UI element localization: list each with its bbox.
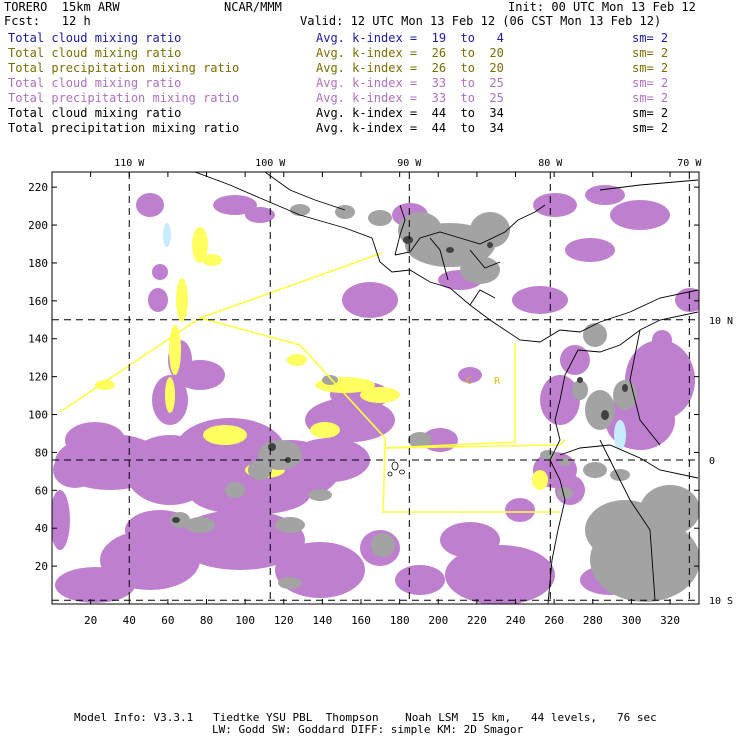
legend-kindex: Avg. k-index = 19 to 4 (316, 31, 504, 45)
x-tick-label: 40 (123, 614, 136, 627)
legend-kindex: Avg. k-index = 44 to 34 (316, 106, 504, 120)
longitude-label: 70 W (677, 158, 702, 169)
legend-kindex: Avg. k-index = 26 to 20 (316, 46, 504, 60)
y-tick-label: 20 (35, 560, 48, 573)
longitude-label: 80 W (538, 158, 563, 169)
x-tick-label: 160 (351, 614, 371, 627)
legend-sm: sm= 2 (632, 46, 669, 60)
legend-field: Total cloud mixing ratio (8, 46, 182, 60)
y-tick-label: 180 (28, 257, 48, 270)
x-tick-label: 180 (390, 614, 410, 627)
map-frame (51, 171, 700, 605)
model-info: Model Info: V3.3.1 Tiedtke YSU PBL Thomp… (74, 711, 657, 724)
legend-kindex: Avg. k-index = 33 to 25 (316, 76, 504, 90)
latitude-label: 0 (709, 456, 715, 467)
x-tick-label: 200 (428, 614, 448, 627)
y-tick-label: 120 (28, 371, 48, 384)
y-tick-label: 140 (28, 333, 48, 346)
y-tick-label: 80 (35, 446, 48, 459)
org-name: NCAR/MMM (224, 0, 282, 14)
forecast-hour: Fcst: 12 h (4, 14, 91, 28)
y-tick-label: 100 (28, 409, 48, 422)
coastlines (194, 172, 699, 604)
legend-sm: sm= 2 (632, 91, 669, 105)
legend-field: Total precipitation mixing ratio (8, 91, 240, 105)
legend-field: Total precipitation mixing ratio (8, 61, 240, 75)
legend-kindex: Avg. k-index = 44 to 34 (316, 121, 504, 135)
x-tick-label: 20 (84, 614, 97, 627)
x-axis-ticks: 20 40 60 80 100 120 140 160 180 200 220 240 260 280 30… (84, 172, 680, 627)
legend-sm: sm= 2 (632, 76, 669, 90)
gray-cloud-field (170, 204, 699, 602)
x-tick-label: 260 (544, 614, 564, 627)
latitude-label: 10 N (709, 316, 733, 327)
physics-info: LW: Godd SW: Goddard DIFF: simple KM: 2D… (212, 723, 524, 736)
y-tick-label: 200 (28, 219, 48, 232)
valid-time: Valid: 12 UTC Mon 13 Feb 12 (06 CST Mon … (300, 14, 662, 28)
latlon-grid (52, 172, 699, 604)
longitude-label: 110 W (114, 158, 145, 169)
cyan-cloud-patches (163, 223, 626, 450)
legend-sm: sm= 2 (632, 61, 669, 75)
y-tick-label: 220 (28, 181, 48, 194)
y-tick-label: 60 (35, 484, 48, 497)
legend-kindex: Avg. k-index = 26 to 20 (316, 61, 504, 75)
legend-sm: sm= 2 (632, 31, 669, 45)
x-tick-label: 220 (467, 614, 487, 627)
x-tick-label: 60 (161, 614, 174, 627)
y-tick-label: 160 (28, 295, 48, 308)
legend-field: Total cloud mixing ratio (8, 106, 182, 120)
model-name: TORERO 15km ARW (4, 0, 120, 14)
legend-mark-r: R (494, 376, 501, 387)
x-tick-label: 240 (506, 614, 526, 627)
longitude-label: 100 W (255, 158, 286, 169)
legend-field: Total cloud mixing ratio (8, 76, 182, 90)
latitude-label: 10 S (709, 596, 733, 607)
legend-field: Total cloud mixing ratio (8, 31, 182, 45)
galapagos-islands (387, 461, 405, 477)
x-tick-label: 100 (235, 614, 255, 627)
x-tick-label: 320 (660, 614, 680, 627)
legend-mark-c: C (466, 376, 472, 387)
legend-sm: sm= 2 (632, 121, 669, 135)
legend-kindex: Avg. k-index = 33 to 25 (316, 91, 504, 105)
domain-outlines (59, 252, 566, 513)
y-tick-label: 40 (35, 522, 48, 535)
x-tick-label: 280 (583, 614, 603, 627)
latitude-labels: 10 N 0 10 S (709, 316, 733, 607)
legend-sm: sm= 2 (632, 106, 669, 120)
dark-cloud-cores (172, 236, 628, 523)
x-tick-label: 80 (200, 614, 213, 627)
x-tick-label: 300 (621, 614, 641, 627)
x-tick-label: 140 (312, 614, 332, 627)
init-time: Init: 00 UTC Mon 13 Feb 12 (508, 0, 696, 14)
longitude-label: 90 W (397, 158, 422, 169)
x-tick-label: 120 (274, 614, 294, 627)
longitude-labels: 110 W 100 W 90 W 80 W 70 W (114, 158, 702, 169)
y-axis-ticks: 20 40 60 80 100 120 140 160 180 200 220 (28, 181, 699, 573)
legend-field: Total precipitation mixing ratio (8, 121, 240, 135)
